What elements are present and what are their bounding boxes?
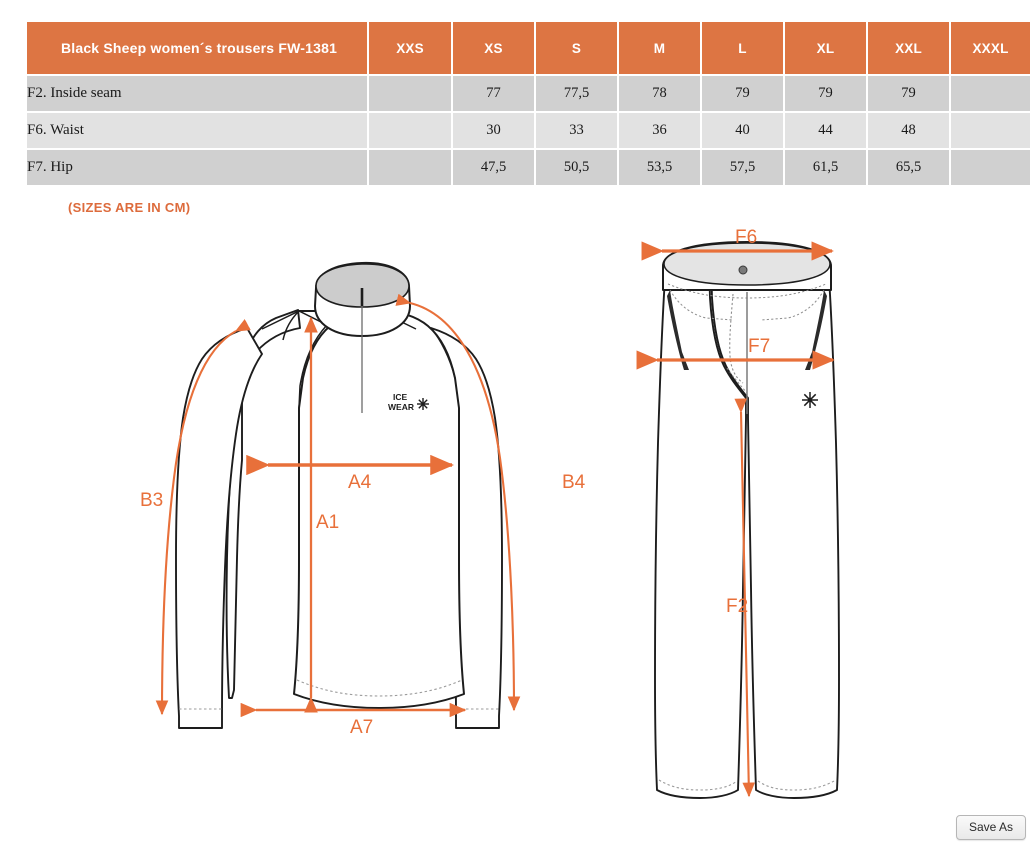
cell-inside-seam-s: 77,5 xyxy=(536,76,617,111)
top-torso xyxy=(293,310,465,709)
cell-hip-m: 53,5 xyxy=(619,150,700,185)
sizes-unit-note: (SIZES ARE IN CM) xyxy=(68,200,191,215)
dimension-arrow-f2 xyxy=(734,398,756,798)
cell-waist-l: 40 xyxy=(702,113,783,148)
trousers-left-pocket-zip xyxy=(667,290,689,370)
cell-waist-m: 36 xyxy=(619,113,700,148)
column-header-xl: XL xyxy=(785,22,866,74)
trousers-right-pocket-zip xyxy=(805,290,827,370)
trousers-left-leg xyxy=(654,262,747,799)
dimension-label-a1: A1 xyxy=(316,512,339,533)
row-label-hip: F7. Hip xyxy=(27,150,367,185)
dimension-label-a4: A4 xyxy=(348,472,372,493)
cell-waist-xl: 44 xyxy=(785,113,866,148)
table-body: F2. Inside seam 77 77,5 78 79 79 79 F6. … xyxy=(27,76,1030,185)
cell-inside-seam-l: 79 xyxy=(702,76,783,111)
logo-text-line1: ICE xyxy=(393,392,408,402)
trousers-snowflake-icon xyxy=(802,392,818,408)
dimension-arrow-b3 xyxy=(155,319,251,716)
top-raglan-left xyxy=(282,310,300,341)
cell-waist-s: 33 xyxy=(536,113,617,148)
column-header-xs: XS xyxy=(453,22,534,74)
top-left-sleeve xyxy=(175,327,263,729)
column-header-xxs: XXS xyxy=(369,22,451,74)
cell-hip-xxxl xyxy=(951,150,1030,185)
cell-hip-xxs xyxy=(369,150,451,185)
cell-waist-xxs xyxy=(369,113,451,148)
table-title-cell: Black Sheep women´s trousers FW-1381 xyxy=(27,22,367,74)
table-header-row: Black Sheep women´s trousers FW-1381 XXS… xyxy=(27,22,1030,74)
cell-hip-xs: 47,5 xyxy=(453,150,534,185)
trousers-illustration: F6 F7 F2 xyxy=(636,228,840,799)
cell-hip-l: 57,5 xyxy=(702,150,783,185)
trousers-right-hem-stitch xyxy=(757,779,837,791)
cell-waist-xxxl xyxy=(951,113,1030,148)
table-row: F7. Hip 47,5 50,5 53,5 57,5 61,5 65,5 xyxy=(27,150,1030,185)
column-header-xxxl: XXXL xyxy=(951,22,1030,74)
dimension-label-f7: F7 xyxy=(748,336,770,357)
trousers-waistband-inner xyxy=(663,242,831,286)
dimension-label-b4: B4 xyxy=(562,472,586,493)
dimension-label-f2: F2 xyxy=(726,596,748,617)
cell-inside-seam-m: 78 xyxy=(619,76,700,111)
cell-inside-seam-xxxl xyxy=(951,76,1030,111)
row-label-waist: F6. Waist xyxy=(27,113,367,148)
cell-inside-seam-xxl: 79 xyxy=(868,76,949,111)
cell-waist-xxl: 48 xyxy=(868,113,949,148)
cell-inside-seam-xs: 77 xyxy=(453,76,534,111)
cell-inside-seam-xl: 79 xyxy=(785,76,866,111)
cell-waist-xs: 30 xyxy=(453,113,534,148)
dimension-arrow-b4 xyxy=(395,293,521,712)
table-header: Black Sheep women´s trousers FW-1381 XXS… xyxy=(27,22,1030,74)
column-header-l: L xyxy=(702,22,783,74)
row-label-inside-seam: F2. Inside seam xyxy=(27,76,367,111)
save-as-button[interactable]: Save As xyxy=(955,815,1026,840)
trousers-yoke-stitch-left xyxy=(669,289,734,321)
table-row: F6. Waist 30 33 36 40 44 48 xyxy=(27,113,1030,148)
dimension-label-b3: B3 xyxy=(140,490,163,511)
size-chart-table: Black Sheep women´s trousers FW-1381 XXS… xyxy=(25,20,1032,187)
dimension-label-a7: A7 xyxy=(350,717,373,738)
logo-text-line2: WEAR xyxy=(388,402,414,412)
column-header-m: M xyxy=(619,22,700,74)
trousers-yoke-stitch-right xyxy=(760,289,825,321)
column-header-s: S xyxy=(536,22,617,74)
cell-hip-s: 50,5 xyxy=(536,150,617,185)
column-header-xxl: XXL xyxy=(868,22,949,74)
garment-diagrams: ICE WEAR B3 xyxy=(0,228,1034,818)
cell-hip-xxl: 65,5 xyxy=(868,150,949,185)
cell-inside-seam-xxs xyxy=(369,76,451,111)
top-collar-inner xyxy=(315,263,410,308)
dimension-label-f6: F6 xyxy=(735,228,757,248)
size-chart-table-container: Black Sheep women´s trousers FW-1381 XXS… xyxy=(25,20,1030,187)
table-row: F2. Inside seam 77 77,5 78 79 79 79 xyxy=(27,76,1030,111)
cell-hip-xl: 61,5 xyxy=(785,150,866,185)
trousers-waist-button xyxy=(738,265,748,275)
top-garment-illustration: ICE WEAR B3 xyxy=(140,261,586,738)
